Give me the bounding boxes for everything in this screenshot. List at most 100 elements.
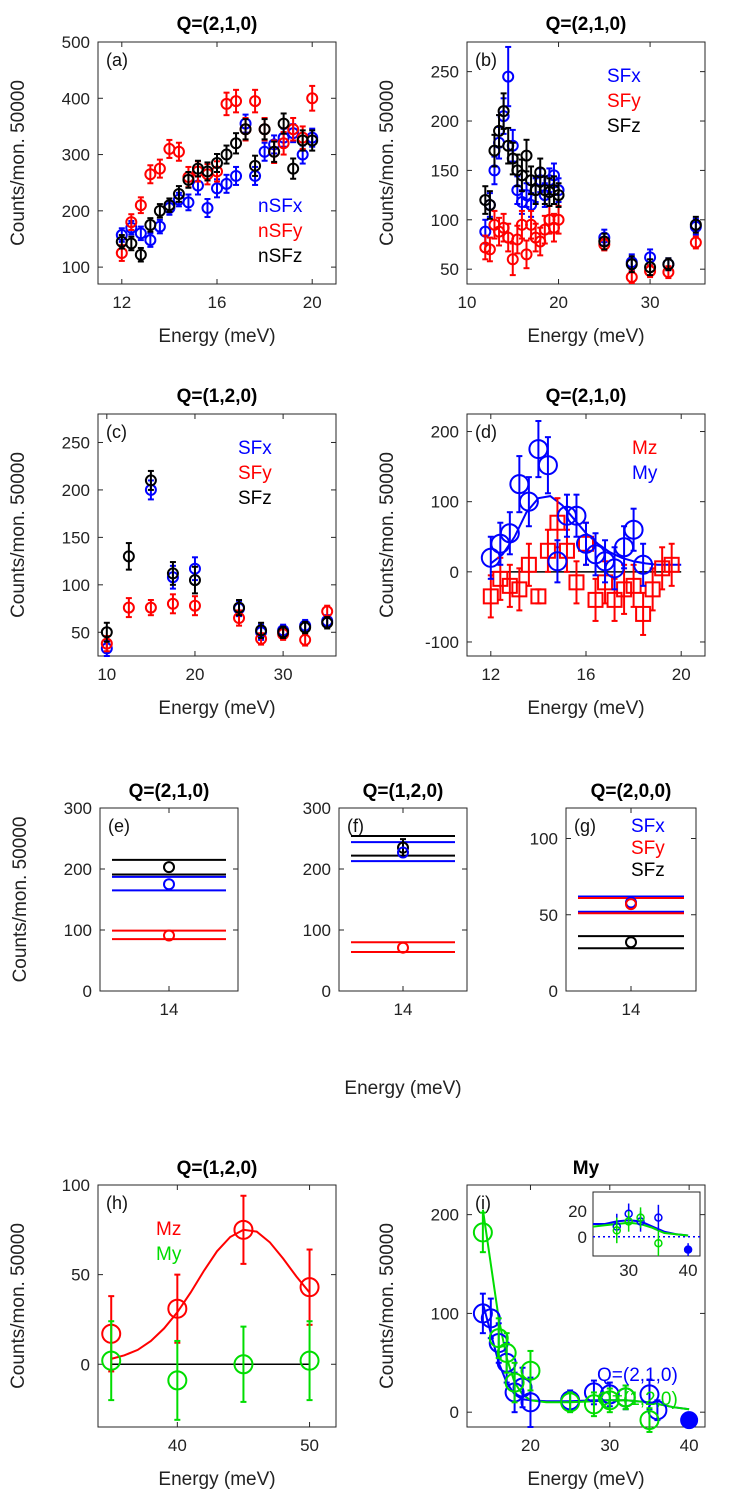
data-point xyxy=(172,187,185,200)
data-point xyxy=(493,124,506,137)
data-point xyxy=(134,199,147,212)
y-tick-label: 0 xyxy=(450,1403,459,1422)
y-tick-label: 100 xyxy=(431,493,459,512)
chart-title: My xyxy=(573,1158,600,1179)
x-axis-label: Energy (meV) xyxy=(158,326,275,347)
data-point xyxy=(499,523,520,544)
data-point xyxy=(483,243,496,256)
data-point xyxy=(299,1277,320,1298)
data-point xyxy=(306,134,319,147)
chart-title: Q=(1,2,0) xyxy=(363,781,444,802)
legend-label: SFz xyxy=(238,488,272,509)
y-axis-label: Counts/mon. 50000 xyxy=(377,452,398,618)
y-tick-label: 100 xyxy=(431,211,459,230)
y-tick-label: 200 xyxy=(431,1206,459,1225)
legend-label: SFz xyxy=(607,116,641,137)
data-point xyxy=(552,189,565,202)
data-point xyxy=(122,550,135,563)
plot-frame xyxy=(466,41,706,285)
data-point xyxy=(166,597,179,610)
y-tick-label: 200 xyxy=(303,860,331,879)
y-tick-label: 250 xyxy=(431,63,459,82)
x-axis-label: Energy (meV) xyxy=(527,698,644,719)
data-point xyxy=(144,234,157,247)
data-point xyxy=(506,253,519,266)
legend-label: My xyxy=(156,1244,182,1265)
data-point xyxy=(299,621,312,634)
y-tick-label: 100 xyxy=(431,1304,459,1323)
inset-y-tick-label: 0 xyxy=(578,1228,587,1247)
y-axis-label: Counts/mon. 50000 xyxy=(377,80,398,246)
data-point xyxy=(249,159,262,172)
chart-title: Q=(2,1,0) xyxy=(546,386,627,407)
data-point xyxy=(258,123,271,136)
chart-title: Q=(1,2,0) xyxy=(177,386,258,407)
panel-label: (b) xyxy=(475,50,497,70)
panel-h: Q=(1,2,0) 40 50 0 50 100 Energy (meV) Counts/mo… xyxy=(8,1158,337,1490)
legend-label: SFy xyxy=(607,91,641,112)
panel-label: (h) xyxy=(106,1193,128,1213)
x-axis-label: Energy (meV) xyxy=(344,1078,461,1099)
x-tick-label: 20 xyxy=(521,1436,540,1455)
data-point xyxy=(122,601,135,614)
data-point xyxy=(520,556,537,573)
panel-label: (c) xyxy=(106,422,127,442)
data-point xyxy=(163,878,175,891)
legend-label: nSFz xyxy=(258,246,302,267)
x-tick-label: 16 xyxy=(577,665,596,684)
data-point xyxy=(211,182,223,195)
x-axis-label: Energy (meV) xyxy=(527,1469,644,1490)
data-point xyxy=(534,166,547,179)
y-tick-label: 0 xyxy=(549,982,558,1001)
y-tick-label: 300 xyxy=(64,799,92,818)
data-point xyxy=(277,137,290,150)
data-point xyxy=(518,491,539,512)
data-point xyxy=(530,588,547,605)
data-point xyxy=(255,624,268,637)
data-point xyxy=(599,1390,620,1411)
data-point xyxy=(511,581,528,598)
legend-label: SFy xyxy=(631,838,665,859)
data-point xyxy=(277,626,290,639)
data-point xyxy=(220,148,233,161)
data-point xyxy=(182,196,195,209)
inset: 30 40 0 20 xyxy=(568,1191,701,1280)
data-point xyxy=(397,841,409,854)
data-point xyxy=(163,199,176,212)
data-point xyxy=(654,560,671,577)
data-point xyxy=(134,227,147,240)
data-point xyxy=(520,1360,541,1381)
x-tick-label: 16 xyxy=(208,293,227,312)
data-point xyxy=(515,169,528,182)
inset-data-point xyxy=(636,1213,645,1222)
data-point xyxy=(101,1350,122,1371)
y-tick-label: 300 xyxy=(62,146,90,165)
y-tick-label: 50 xyxy=(539,906,558,925)
x-tick-label: 10 xyxy=(458,293,477,312)
data-point xyxy=(689,218,702,231)
legend-label: SFx xyxy=(631,816,665,837)
data-point xyxy=(644,261,657,274)
x-axis-label: Energy (meV) xyxy=(527,326,644,347)
y-tick-label: 100 xyxy=(530,830,558,849)
inset-x-tick-label: 30 xyxy=(619,1261,638,1280)
data-point xyxy=(488,144,501,157)
data-point xyxy=(321,616,334,629)
data-point xyxy=(230,95,243,108)
data-point xyxy=(167,1370,188,1391)
y-tick-label: 50 xyxy=(71,1266,90,1285)
legend-label: SFx xyxy=(238,438,272,459)
data-point xyxy=(100,626,113,639)
data-point xyxy=(166,567,179,580)
data-point xyxy=(483,198,496,211)
data-point xyxy=(144,601,157,614)
plot-frame xyxy=(97,413,337,657)
panel-d: Q=(2,1,0) 12 16 20 -100 0 100 200 Energy (meV) Co… xyxy=(377,386,706,719)
data-point xyxy=(560,1392,581,1413)
plot-frame xyxy=(97,1184,337,1428)
y-axis-label: Counts/mon. 50000 xyxy=(10,817,31,983)
legend-label: SFy xyxy=(238,463,272,484)
chart-title: Q=(2,1,0) xyxy=(546,14,627,35)
data-point xyxy=(125,216,138,229)
